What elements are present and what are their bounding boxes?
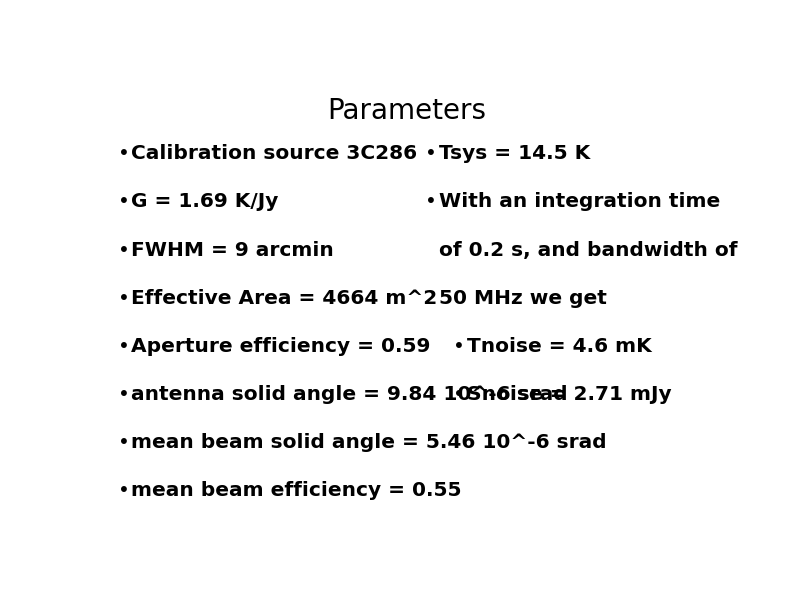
Text: mean beam solid angle = 5.46 10^-6 srad: mean beam solid angle = 5.46 10^-6 srad <box>131 433 607 452</box>
Text: 50 MHz we get: 50 MHz we get <box>439 289 607 308</box>
Text: •: • <box>426 192 437 211</box>
Text: •: • <box>453 337 465 356</box>
Text: antenna solid angle = 9.84 10^-6 srad: antenna solid angle = 9.84 10^-6 srad <box>131 385 568 404</box>
Text: Snoise = 2.71 mJy: Snoise = 2.71 mJy <box>467 385 671 404</box>
Text: •: • <box>118 192 129 211</box>
Text: •: • <box>118 337 129 356</box>
Text: mean beam efficiency = 0.55: mean beam efficiency = 0.55 <box>131 481 462 500</box>
Text: With an integration time: With an integration time <box>439 192 720 211</box>
Text: •: • <box>118 145 129 164</box>
Text: •: • <box>453 385 465 404</box>
Text: Tsys = 14.5 K: Tsys = 14.5 K <box>439 145 590 164</box>
Text: Calibration source 3C286: Calibration source 3C286 <box>131 145 418 164</box>
Text: FWHM = 9 arcmin: FWHM = 9 arcmin <box>131 240 334 259</box>
Text: Tnoise = 4.6 mK: Tnoise = 4.6 mK <box>467 337 651 356</box>
Text: •: • <box>118 385 129 404</box>
Text: Parameters: Parameters <box>327 96 487 124</box>
Text: •: • <box>118 240 129 259</box>
Text: G = 1.69 K/Jy: G = 1.69 K/Jy <box>131 192 279 211</box>
Text: of 0.2 s, and bandwidth of: of 0.2 s, and bandwidth of <box>439 240 738 259</box>
Text: •: • <box>118 433 129 452</box>
Text: Aperture efficiency = 0.59: Aperture efficiency = 0.59 <box>131 337 430 356</box>
Text: •: • <box>118 289 129 308</box>
Text: Effective Area = 4664 m^2: Effective Area = 4664 m^2 <box>131 289 437 308</box>
Text: •: • <box>426 145 437 164</box>
Text: •: • <box>118 481 129 500</box>
